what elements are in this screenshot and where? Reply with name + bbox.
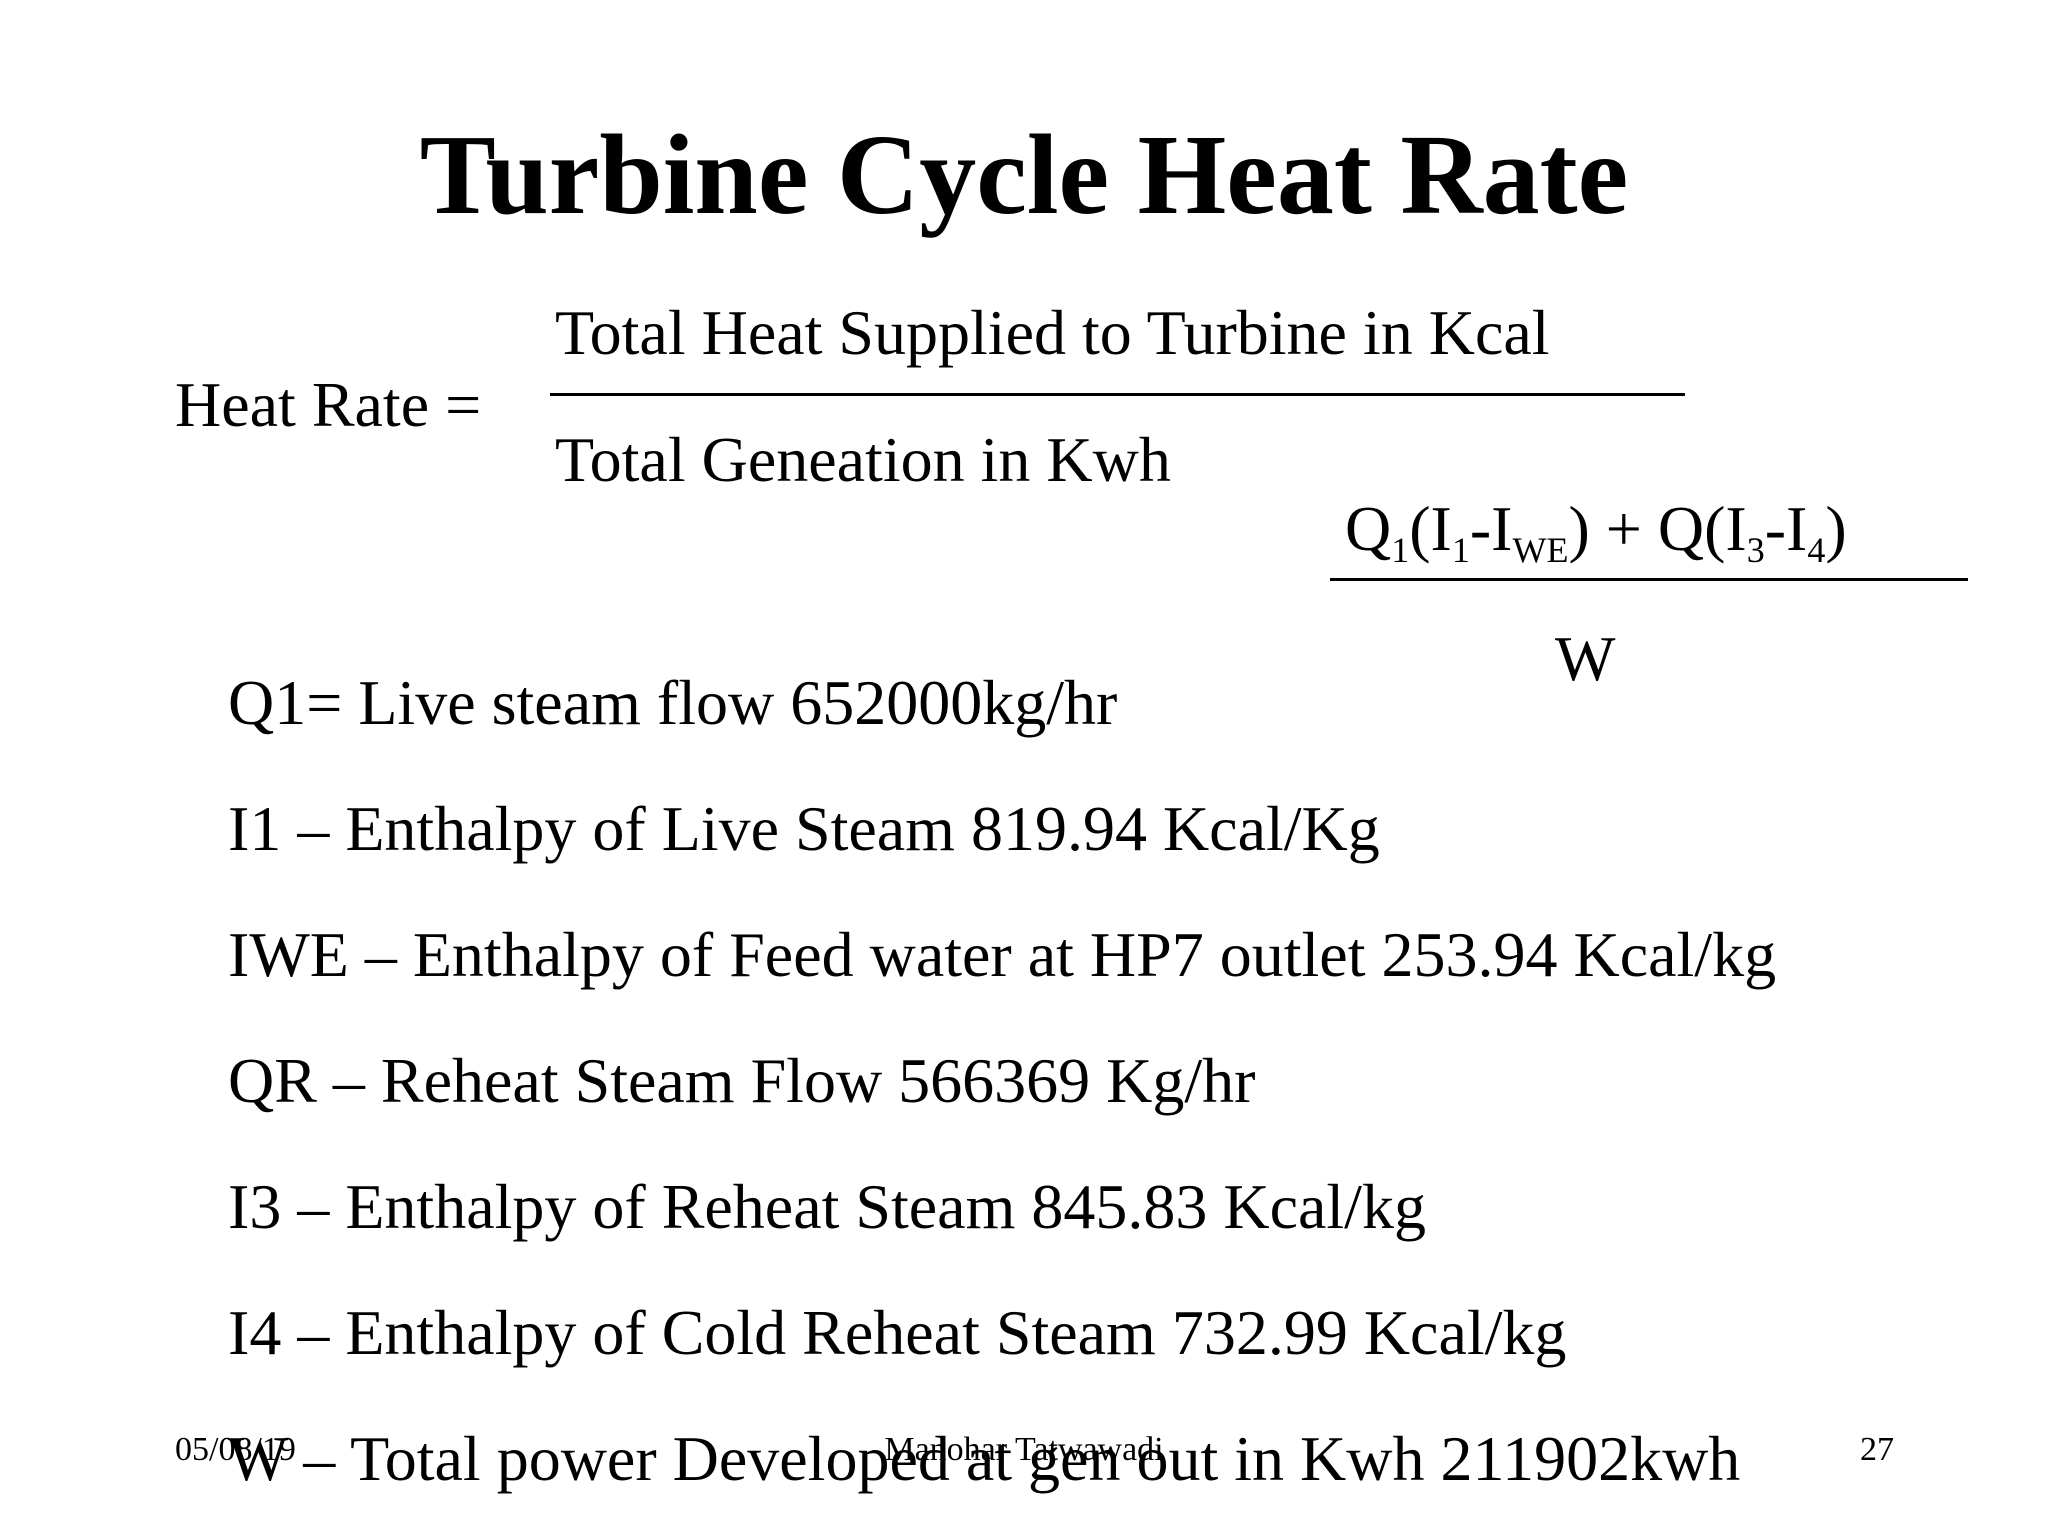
expr-i4-sub: 4 [1807,530,1826,570]
definition-item-i3: I3 – Enthalpy of Reheat Steam 845.83 Kca… [228,1171,1426,1242]
heat-rate-denominator: Total Geneation in Kwh [555,424,1171,495]
footer-date: 05/08/19 [175,1431,296,1468]
expr-q1-sub: 1 [1391,530,1410,570]
expr-plus: ) + Q(I [1568,493,1747,564]
definition-item-qr: QR – Reheat Steam Flow 566369 Kg/hr [228,1045,1256,1116]
definition-list: Q1= Live steam flow 652000kg/hr I1 – Ent… [228,640,1776,1522]
definition-item-i1: I1 – Enthalpy of Live Steam 819.94 Kcal/… [228,793,1380,864]
expr-minus1: -I [1469,493,1513,564]
expr-minus2: -I [1764,493,1808,564]
heat-rate-label: Heat Rate = [175,369,482,440]
heat-rate-numerator: Total Heat Supplied to Turbine in Kcal [555,297,1550,368]
definition-item-q1: Q1= Live steam flow 652000kg/hr [228,667,1118,738]
footer-author: Manohar Tatwawadi [884,1431,1164,1468]
footer-page-number: 27 [1860,1431,1894,1468]
expr-i3-sub: 3 [1746,530,1765,570]
definition-item-w: W – Total power Developed at gen out in … [228,1423,1741,1494]
expr-close: ) [1825,493,1847,564]
definition-item-iwe: IWE – Enthalpy of Feed water at HP7 outl… [228,919,1777,990]
expression-fraction-bar [1330,578,1968,581]
expr-i1-sub: 1 [1451,530,1470,570]
definition-item-i4: I4 – Enthalpy of Cold Reheat Steam 732.9… [228,1297,1567,1368]
expr-open1: (I [1409,493,1452,564]
slide-title: Turbine Cycle Heat Rate [419,111,1629,238]
expression-numerator: Q1(I1-IWE) + Q(I3-I4) [1345,492,1847,570]
expr-q1: Q [1345,493,1392,564]
expr-iwe-sub: WE [1512,530,1569,570]
expression-denominator: W [1555,623,1616,694]
heat-rate-fraction-bar [550,393,1685,396]
